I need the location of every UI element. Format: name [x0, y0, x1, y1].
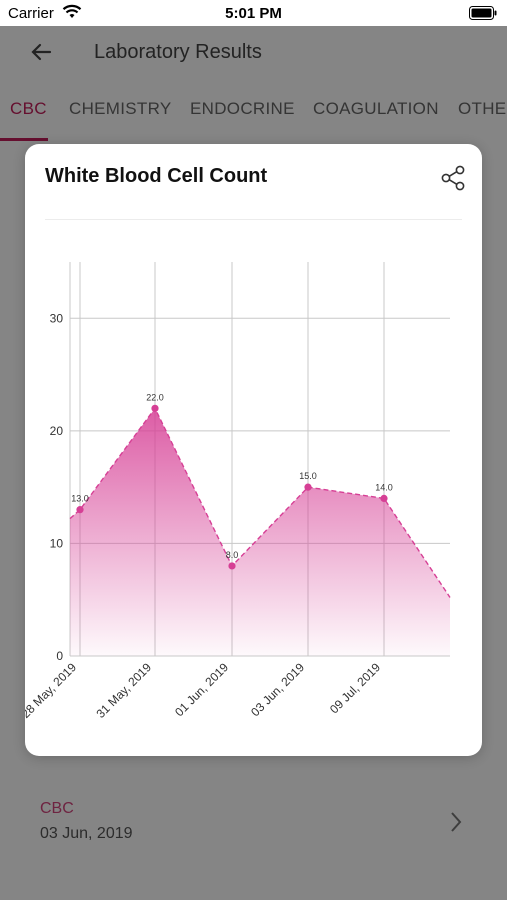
tab-chemistry[interactable]: CHEMISTRY: [69, 99, 172, 118]
chart-modal: White Blood Cell Count 0 10 20 30 13.0 22.0 8.…: [25, 144, 482, 756]
active-tab-indicator: [0, 138, 48, 141]
series-area: [70, 408, 450, 656]
tab-cbc[interactable]: CBC: [10, 99, 47, 118]
x-tick-label: 03 Jun, 2019: [248, 660, 307, 719]
chevron-right-icon: [448, 810, 464, 839]
y-tick-label: 10: [50, 536, 64, 550]
clock: 5:01 PM: [225, 5, 282, 22]
carrier-label: Carrier: [8, 5, 54, 22]
data-point: [76, 506, 84, 514]
data-label: 13.0: [71, 494, 89, 504]
status-bar: Carrier 5:01 PM: [0, 0, 507, 26]
x-tick-label: 28 May, 2019: [25, 660, 79, 721]
modal-title: White Blood Cell Count: [45, 165, 268, 187]
data-point: [228, 562, 236, 570]
data-point: [380, 494, 388, 502]
app-bar: Laboratory Results: [0, 26, 507, 80]
tab-endocrine[interactable]: ENDOCRINE: [190, 99, 295, 118]
wbc-chart: 0 10 20 30 13.0 22.0 8.0 15.0 14.0 28 May, 2019 31…: [25, 262, 451, 721]
data-label: 15.0: [299, 471, 317, 481]
wifi-icon: [62, 4, 82, 24]
list-item-title: CBC: [40, 800, 74, 817]
y-tick-label: 30: [50, 311, 64, 325]
x-tick-label: 09 Jul, 2019: [327, 660, 383, 716]
x-tick-label: 01 Jun, 2019: [172, 660, 231, 719]
list-item[interactable]: CBC 03 Jun, 2019: [0, 780, 507, 870]
tab-coagulation[interactable]: COAGULATION: [313, 99, 439, 118]
back-arrow-icon[interactable]: [28, 38, 56, 66]
page-title: Laboratory Results: [94, 41, 262, 63]
y-tick-label: 20: [50, 424, 64, 438]
x-tick-label: 31 May, 2019: [93, 660, 154, 721]
data-label: 8.0: [226, 550, 239, 560]
y-tick-label: 0: [56, 649, 63, 663]
category-tabs: CBC CHEMISTRY ENDOCRINE COAGULATION OTHE…: [0, 80, 507, 142]
data-point: [151, 404, 159, 412]
data-label: 14.0: [375, 482, 393, 492]
list-item-date: 03 Jun, 2019: [40, 825, 133, 842]
data-label: 22.0: [146, 392, 164, 402]
share-icon[interactable]: [439, 164, 467, 192]
tab-other[interactable]: OTHER: [458, 99, 507, 118]
data-point: [304, 483, 312, 491]
modal-divider: [45, 219, 462, 220]
battery-icon: [469, 6, 497, 24]
